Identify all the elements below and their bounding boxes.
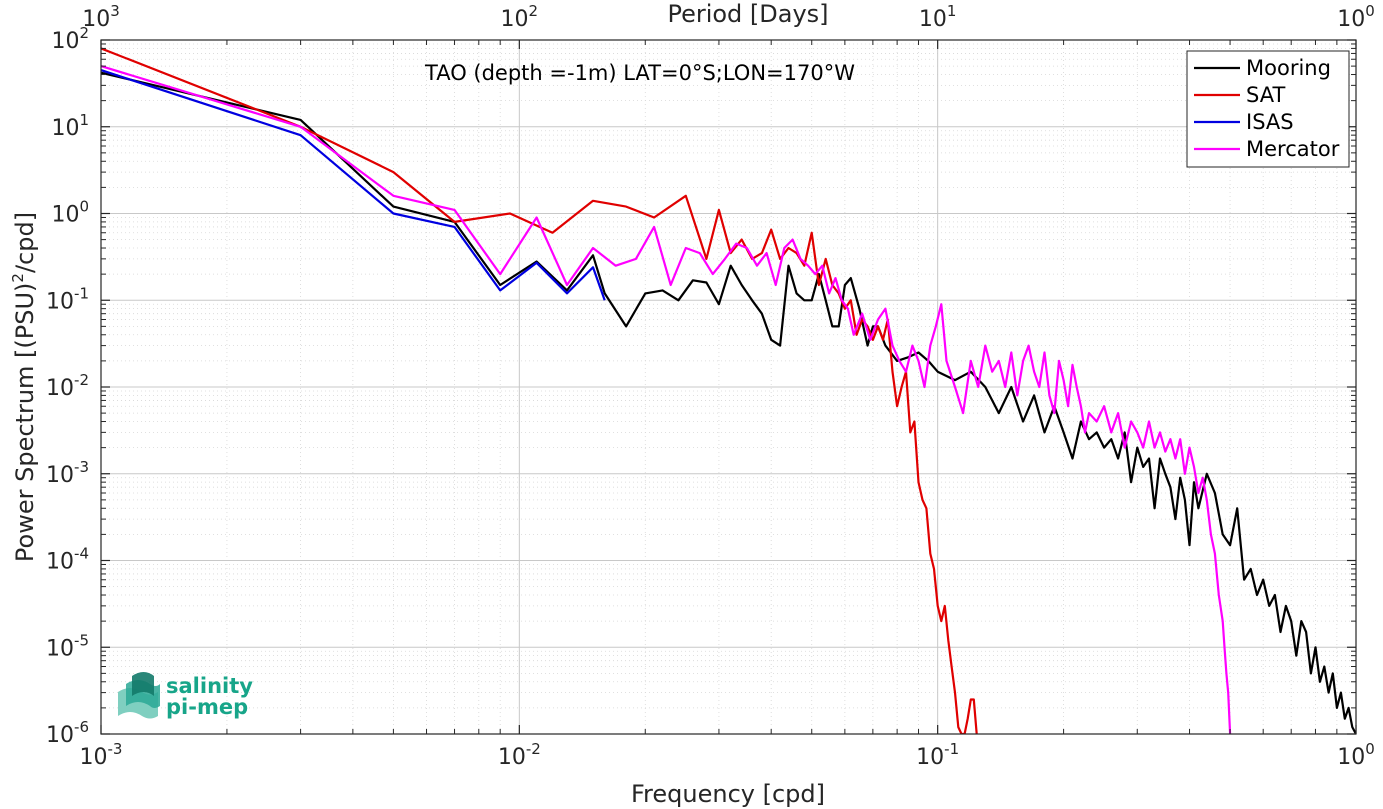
y-tick-base: 10 <box>51 203 79 228</box>
y-tick-label: 10-2 <box>46 371 89 401</box>
y-tick-exponent: -6 <box>74 718 89 736</box>
x-tick-exponent: -3 <box>108 740 123 758</box>
legend-label-isas: ISAS <box>1246 110 1294 134</box>
legend-label-sat: SAT <box>1246 83 1285 107</box>
y-tick-base: 10 <box>46 376 74 401</box>
y-tick-exponent: -5 <box>74 631 89 649</box>
top-tick-base: 10 <box>82 7 110 32</box>
y-axis-label-superscript: 2 <box>9 273 27 283</box>
legend-label-mooring: Mooring <box>1246 56 1331 80</box>
y-tick-exponent: 2 <box>79 24 89 42</box>
y-tick-exponent: -4 <box>74 545 89 563</box>
series-layer <box>101 47 1356 734</box>
top-tick-base: 10 <box>1337 7 1365 32</box>
y-tick-label: 100 <box>51 198 89 228</box>
logo-text-line1: salinity <box>166 674 253 698</box>
salinity-pi-mep-logo: salinity pi-mep <box>118 672 253 719</box>
x-tick-label: 100 <box>1337 740 1375 770</box>
y-tick-base: 10 <box>46 636 74 661</box>
x-tick-exponent: -2 <box>526 740 541 758</box>
top-tick-exponent: 3 <box>110 2 120 20</box>
x-tick-base: 10 <box>498 745 526 770</box>
y-axis-label: Power Spectrum [(PSU)2/cpd] <box>9 212 39 562</box>
top-tick-exponent: 1 <box>947 2 957 20</box>
x-tick-base: 10 <box>916 745 944 770</box>
y-tick-label: 10-3 <box>46 458 89 488</box>
top-tick-exponent: 0 <box>1365 2 1375 20</box>
top-tick-exponent: 2 <box>529 2 539 20</box>
y-tick-base: 10 <box>51 29 79 54</box>
y-tick-label: 10-1 <box>46 284 89 314</box>
x-tick-base: 10 <box>1337 745 1365 770</box>
y-tick-base: 10 <box>46 723 74 748</box>
x-tick-label: 10-1 <box>916 740 959 770</box>
y-tick-label: 102 <box>51 24 89 54</box>
top-tick-label: 102 <box>501 2 539 32</box>
x-tick-exponent: -1 <box>944 740 959 758</box>
top-tick-label: 101 <box>919 2 957 32</box>
y-tick-base: 10 <box>46 463 74 488</box>
legend-label-mercator: Mercator <box>1246 137 1340 161</box>
y-tick-base: 10 <box>46 550 74 575</box>
y-tick-base: 10 <box>51 116 79 141</box>
series-line-isas <box>101 69 606 301</box>
axis-ticks <box>100 39 1357 735</box>
major-grid <box>100 39 1357 735</box>
y-axis-label-unit: /cpd] <box>11 212 39 273</box>
logo-wave-top <box>132 672 154 696</box>
y-tick-label: 10-5 <box>46 631 89 661</box>
top-tick-label: 103 <box>82 2 120 32</box>
top-tick-base: 10 <box>501 7 529 32</box>
x-tick-label: 10-2 <box>498 740 541 770</box>
logo-text-line2: pi-mep <box>166 695 248 719</box>
x-axis-label: Frequency [cpd] <box>631 780 825 808</box>
y-tick-label: 10-6 <box>46 718 89 748</box>
y-tick-label: 10-4 <box>46 545 89 575</box>
top-tick-label: 100 <box>1337 2 1375 32</box>
x-tick-label: 10-3 <box>80 740 123 770</box>
legend: Mooring SAT ISAS Mercator <box>1186 50 1350 168</box>
top-axis-label: Period [Days] <box>667 0 828 28</box>
x-tick-base: 10 <box>80 745 108 770</box>
x-tick-exponent: 0 <box>1365 740 1375 758</box>
y-tick-exponent: -3 <box>74 458 89 476</box>
legend-box <box>1186 50 1350 168</box>
y-tick-exponent: -1 <box>74 284 89 302</box>
series-line-mooring <box>101 71 1356 734</box>
y-axis-label-main: Power Spectrum [(PSU) <box>11 283 39 562</box>
y-tick-exponent: 0 <box>79 198 89 216</box>
series-line-mercator <box>101 65 1232 734</box>
y-tick-exponent: -2 <box>74 371 89 389</box>
y-tick-exponent: 1 <box>79 111 89 129</box>
top-tick-base: 10 <box>919 7 947 32</box>
chart-title: TAO (depth =-1m) LAT=0°S;LON=170°W <box>424 61 855 85</box>
y-tick-label: 101 <box>51 111 89 141</box>
y-tick-base: 10 <box>46 289 74 314</box>
series-line-sat <box>101 47 978 734</box>
